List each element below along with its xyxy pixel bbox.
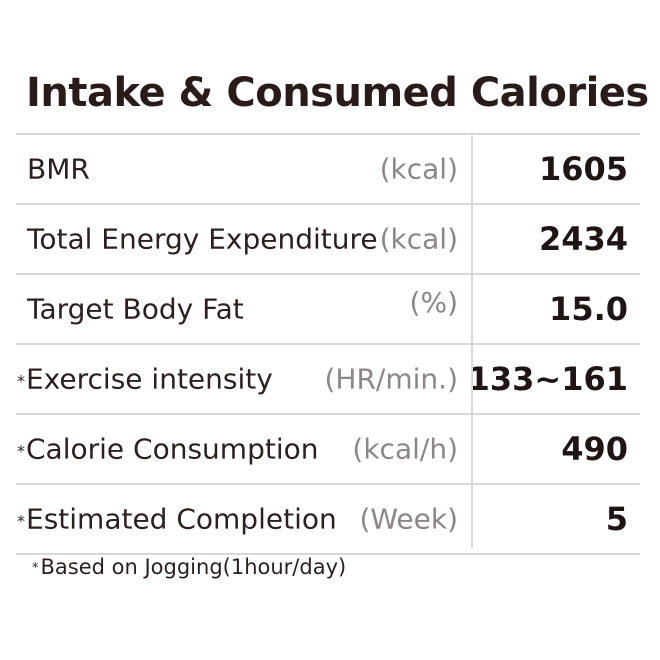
table-row-target-body-fat: Target Body Fat (%) 15.0 <box>16 275 640 345</box>
calorie-table: BMR (kcal) 1605 Total Energy Expenditure… <box>16 133 640 555</box>
footnote: *Based on Jogging(1hour/day) <box>32 555 346 579</box>
table-row-calorie-consumption: *Calorie Consumption (kcal/h) 490 <box>16 415 640 485</box>
row-unit: (kcal) <box>379 152 458 186</box>
row-unit: (kcal) <box>379 222 458 256</box>
row-unit: (Week) <box>359 502 458 536</box>
row-value: 1605 <box>538 150 628 188</box>
row-label: Total Energy Expenditure <box>27 222 378 256</box>
table-row-estimated-completion: *Estimated Completion (Week) 5 <box>16 485 640 555</box>
row-unit: (kcal/h) <box>352 432 458 466</box>
row-value: 2434 <box>538 220 628 258</box>
row-label: *Calorie Consumption <box>17 433 318 466</box>
row-label: *Exercise intensity <box>17 363 273 396</box>
row-unit: (%) <box>409 285 458 319</box>
row-label: *Estimated Completion <box>17 503 337 536</box>
asterisk-icon: * <box>17 371 25 391</box>
row-value: 133~161 <box>467 360 628 398</box>
row-value: 5 <box>605 500 628 538</box>
row-label-text: Calorie Consumption <box>26 432 319 466</box>
row-value: 490 <box>561 430 628 468</box>
table-row-bmr: BMR (kcal) 1605 <box>16 135 640 205</box>
asterisk-icon: * <box>32 561 39 576</box>
row-unit: (HR/min.) <box>324 362 459 396</box>
page-title: Intake & Consumed Calories <box>26 70 649 116</box>
footnote-text: Based on Jogging(1hour/day) <box>40 555 347 579</box>
row-label: Target Body Fat <box>27 292 244 326</box>
row-value: 15.0 <box>549 290 628 328</box>
row-label: BMR <box>27 152 90 186</box>
column-divider <box>471 133 473 548</box>
asterisk-icon: * <box>17 511 25 531</box>
asterisk-icon: * <box>17 441 25 461</box>
table-row-exercise-intensity: *Exercise intensity (HR/min.) 133~161 <box>16 345 640 415</box>
row-label-text: Exercise intensity <box>26 362 273 396</box>
table-row-total-energy-expenditure: Total Energy Expenditure (kcal) 2434 <box>16 205 640 275</box>
row-label-text: Estimated Completion <box>26 502 337 536</box>
